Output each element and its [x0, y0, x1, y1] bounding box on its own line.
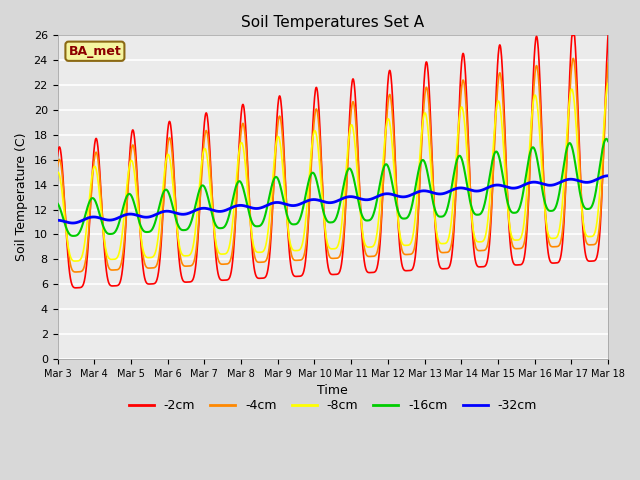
-4cm: [309, 137, 317, 143]
-4cm: [119, 251, 127, 256]
-16cm: [602, 136, 610, 142]
Line: -8cm: -8cm: [58, 84, 608, 261]
-16cm: [287, 221, 295, 227]
-32cm: [367, 196, 375, 202]
-32cm: [119, 213, 127, 218]
-4cm: [287, 252, 295, 258]
X-axis label: Time: Time: [317, 384, 348, 397]
-8cm: [309, 135, 317, 141]
-2cm: [97, 180, 104, 186]
-16cm: [54, 201, 61, 206]
-8cm: [71, 258, 79, 264]
-8cm: [299, 239, 307, 244]
-2cm: [568, 33, 576, 38]
-2cm: [299, 271, 307, 277]
-16cm: [309, 170, 317, 176]
-16cm: [70, 233, 77, 239]
-32cm: [604, 173, 612, 179]
-8cm: [604, 81, 612, 86]
-16cm: [367, 216, 375, 222]
-16cm: [97, 215, 104, 220]
-2cm: [119, 263, 127, 268]
-4cm: [299, 255, 307, 261]
-2cm: [72, 285, 80, 291]
-32cm: [69, 220, 77, 226]
-8cm: [54, 169, 61, 175]
-2cm: [287, 266, 295, 272]
-16cm: [604, 138, 612, 144]
-4cm: [570, 56, 577, 61]
-2cm: [367, 270, 375, 276]
-32cm: [287, 203, 295, 208]
-32cm: [309, 197, 317, 203]
Legend: -2cm, -4cm, -8cm, -16cm, -32cm: -2cm, -4cm, -8cm, -16cm, -32cm: [124, 395, 542, 418]
Line: -2cm: -2cm: [58, 36, 608, 288]
Y-axis label: Soil Temperature (C): Soil Temperature (C): [15, 133, 28, 262]
-32cm: [299, 200, 307, 206]
Title: Soil Temperatures Set A: Soil Temperatures Set A: [241, 15, 424, 30]
-4cm: [367, 253, 375, 259]
-2cm: [54, 153, 61, 159]
-8cm: [97, 202, 104, 207]
-32cm: [97, 216, 104, 221]
-8cm: [119, 225, 127, 230]
-2cm: [604, 33, 612, 38]
Line: -32cm: -32cm: [58, 176, 608, 223]
-32cm: [54, 217, 61, 223]
-16cm: [299, 206, 307, 212]
-8cm: [287, 244, 295, 250]
-8cm: [367, 244, 375, 250]
-4cm: [72, 269, 79, 275]
Line: -16cm: -16cm: [58, 139, 608, 236]
Line: -4cm: -4cm: [58, 59, 608, 272]
Text: BA_met: BA_met: [68, 45, 122, 58]
-16cm: [119, 205, 127, 211]
-4cm: [604, 60, 612, 66]
-4cm: [54, 164, 61, 169]
-4cm: [97, 185, 104, 191]
-2cm: [309, 123, 317, 129]
